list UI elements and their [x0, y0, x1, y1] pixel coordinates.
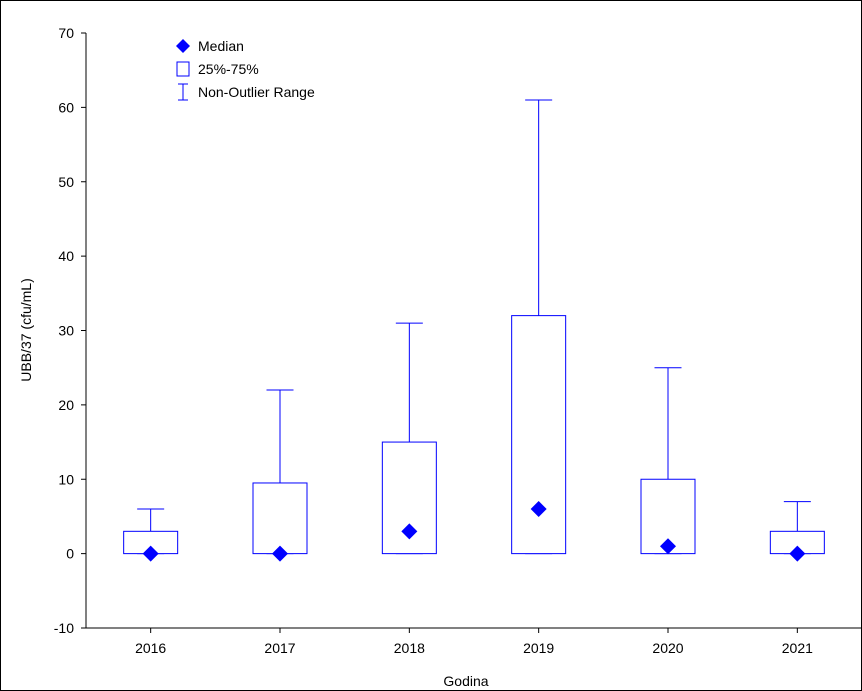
box-group	[252, 389, 308, 562]
x-tick-label: 2020	[652, 640, 683, 656]
box-group	[640, 367, 696, 555]
box-group	[123, 508, 179, 562]
x-tick-label: 2019	[523, 640, 554, 656]
y-axis-ticks: -10 0 10 20 30 40 50 60 70	[54, 25, 86, 636]
median-marker	[530, 501, 547, 517]
box-iqr	[511, 315, 567, 555]
y-tick-label: 50	[58, 174, 74, 190]
box-group	[511, 99, 567, 555]
x-tick-label: 2016	[135, 640, 166, 656]
y-tick-label: 30	[58, 323, 74, 339]
x-axis-title: Godina	[443, 673, 488, 689]
y-tick-label: 60	[58, 99, 74, 115]
median-marker	[142, 545, 159, 562]
y-tick-label: 20	[58, 397, 74, 413]
legend-median-marker	[176, 39, 190, 53]
legend-box-marker	[176, 61, 190, 77]
legend-median-label: Median	[198, 38, 244, 54]
box-series	[123, 99, 825, 562]
legend-whisker-label: Non-Outlier Range	[198, 84, 315, 100]
y-tick-label: 10	[58, 471, 74, 487]
y-axis-title: UBB/37 (cfu/mL)	[18, 278, 34, 381]
y-tick-label: 0	[66, 546, 74, 562]
x-tick-label: 2017	[264, 640, 295, 656]
median-marker	[660, 538, 676, 555]
x-axis-ticks: 2016 2017 2018 2019 2020 2021	[135, 628, 813, 656]
x-tick-label: 2021	[782, 640, 813, 656]
y-tick-label: 40	[58, 248, 74, 264]
legend-box-label: 25%-75%	[198, 61, 259, 77]
legend-whisker-marker	[178, 83, 188, 101]
x-tick-label: 2018	[394, 640, 425, 656]
box-iqr	[252, 482, 308, 555]
y-tick-label: 70	[58, 25, 74, 41]
median-marker	[401, 523, 418, 540]
y-tick-label: -10	[54, 620, 74, 636]
legend: Median 25%-75% Non-Outlier Range	[176, 38, 315, 101]
median-marker	[789, 545, 806, 562]
box-group	[769, 501, 825, 562]
box-group	[381, 322, 437, 555]
median-marker	[272, 545, 288, 562]
